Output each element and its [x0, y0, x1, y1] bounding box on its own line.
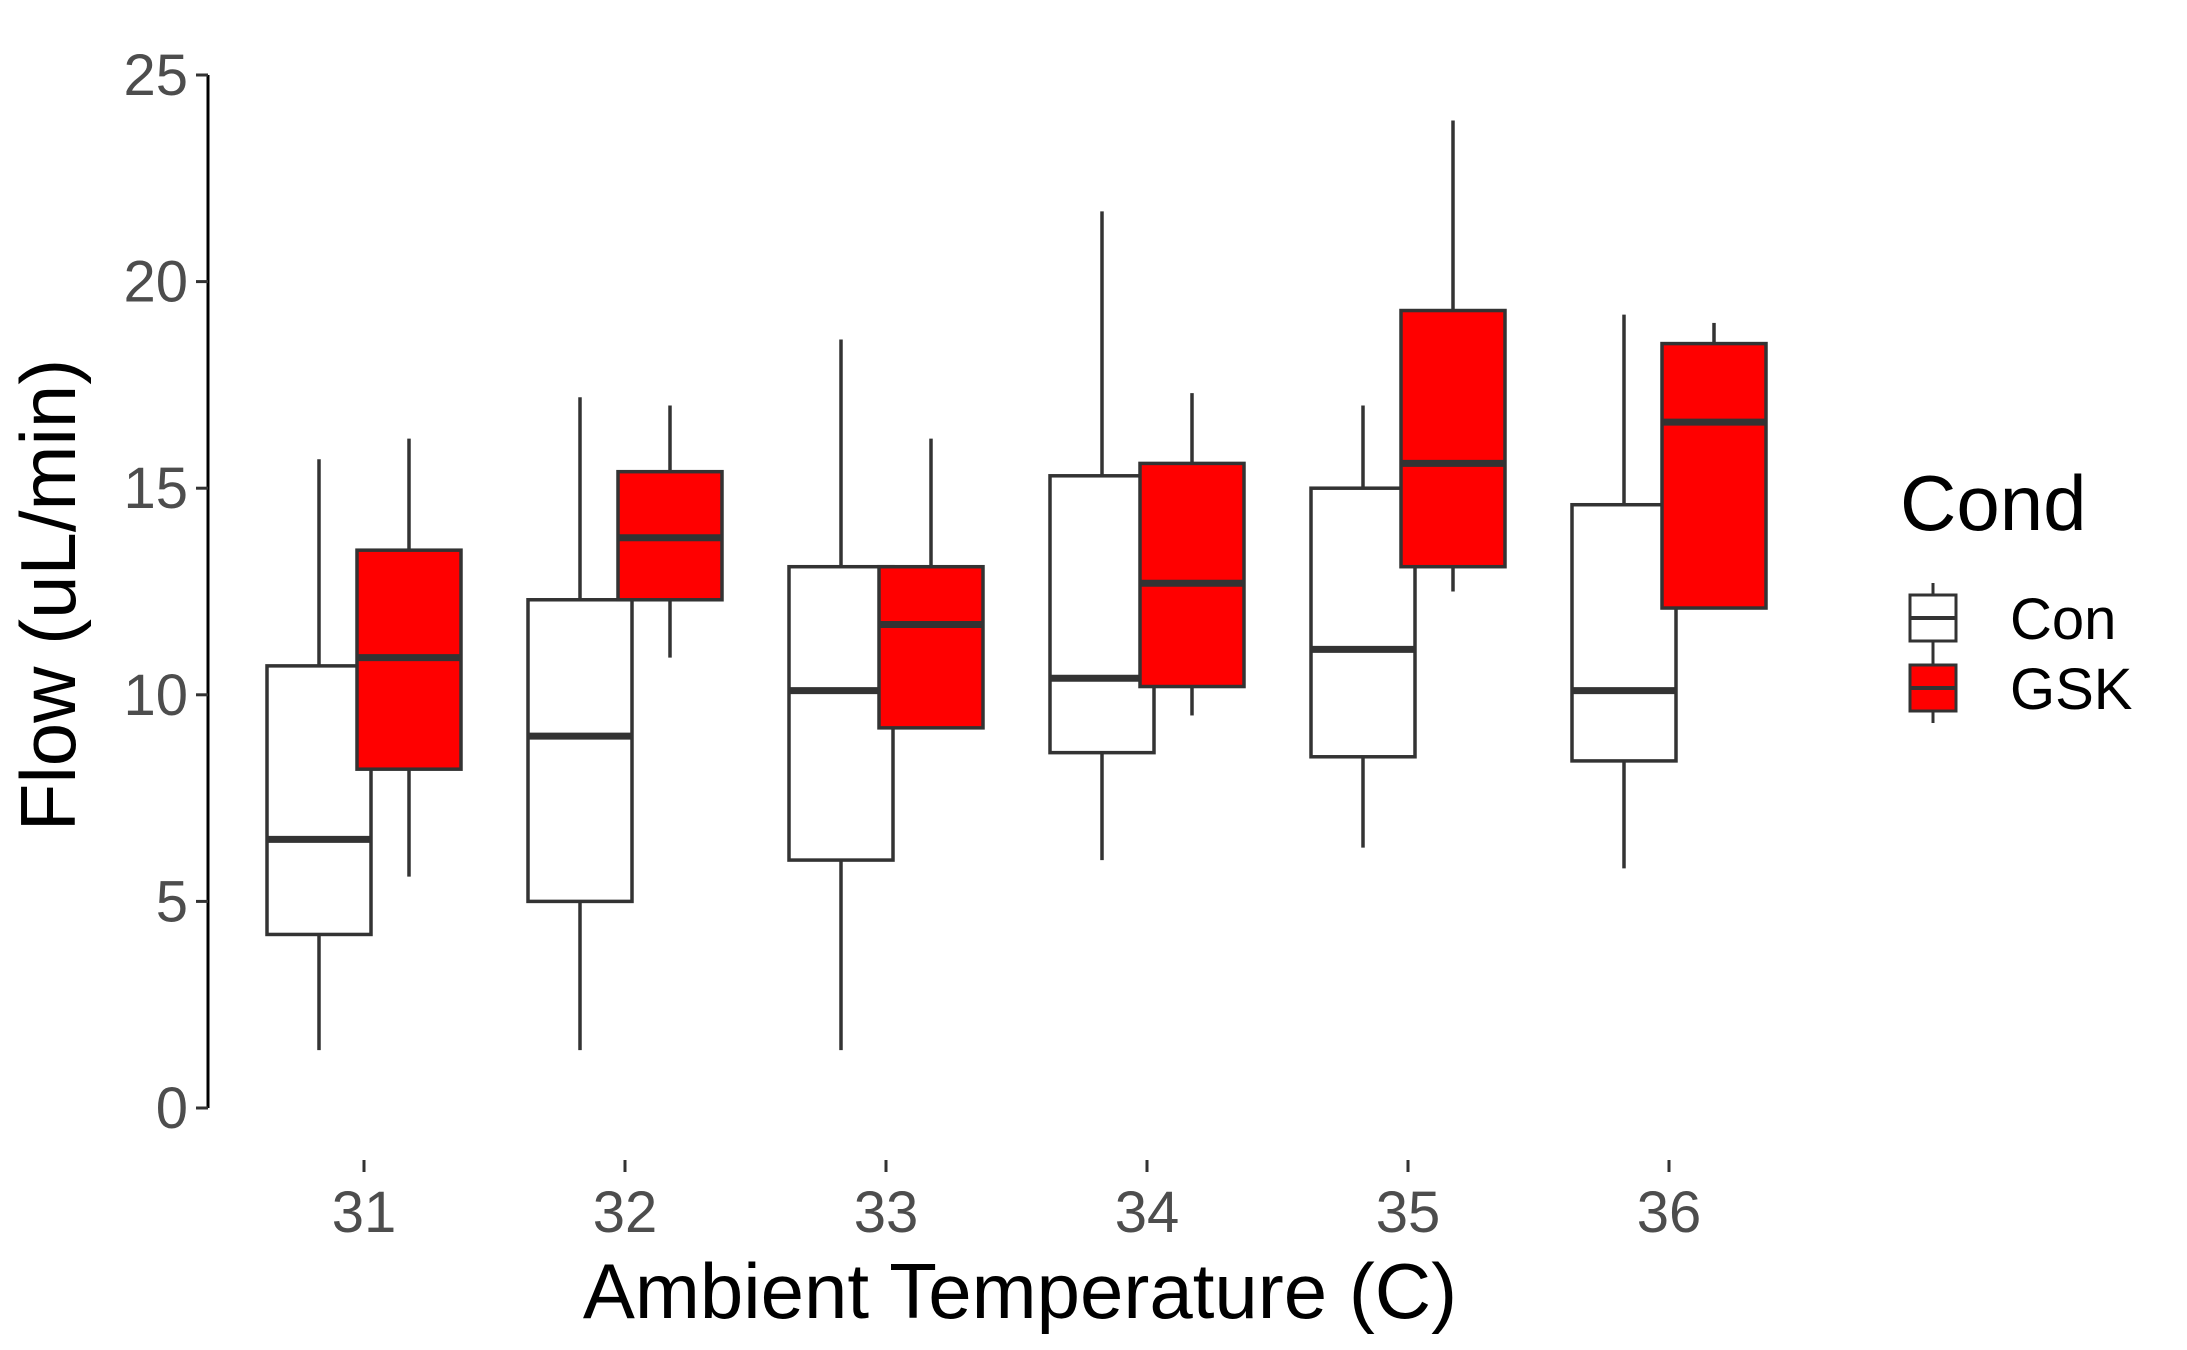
box-body	[1048, 474, 1156, 755]
box-body	[877, 564, 985, 730]
box-body	[526, 598, 634, 904]
x-tick-label: 31	[332, 1180, 397, 1245]
box-con-36	[1570, 314, 1678, 869]
legend-title: Cond	[1900, 459, 2086, 547]
box-body	[1570, 502, 1678, 763]
plot-area	[265, 120, 1768, 1051]
box-body	[265, 664, 373, 937]
y-tick-label: 15	[123, 456, 188, 521]
legend-label: GSK	[2010, 657, 2133, 722]
x-axis: 31 32 33 34 35 36	[332, 1160, 1702, 1245]
box-body	[1309, 486, 1417, 759]
y-tick-label: 20	[123, 250, 188, 315]
y-axis-title: Flow (uL/min)	[4, 359, 92, 831]
box-body	[1660, 341, 1768, 610]
x-tick-label: 32	[593, 1180, 658, 1245]
box-gsk-34	[1138, 393, 1246, 716]
box-gsk-35	[1399, 120, 1507, 592]
x-tick-label: 35	[1376, 1180, 1441, 1245]
x-tick-label: 36	[1637, 1180, 1702, 1245]
legend-label: Con	[2010, 587, 2116, 652]
y-tick-label: 0	[156, 1076, 188, 1141]
x-tick-label: 34	[1115, 1180, 1180, 1245]
y-axis: 0 5 10 15 20 25	[123, 43, 210, 1141]
box-con-31	[265, 459, 373, 1051]
legend-item-gsk: GSK	[1908, 653, 2133, 723]
box-gsk-36	[1660, 322, 1768, 610]
box-gsk-32	[616, 405, 724, 658]
box-con-32	[526, 397, 634, 1051]
y-tick-label: 5	[156, 869, 188, 934]
legend-item-con: Con	[1908, 583, 2116, 653]
y-tick-label: 25	[123, 43, 188, 108]
box-body	[1399, 308, 1507, 569]
y-tick-label: 10	[123, 663, 188, 728]
box-gsk-31	[355, 438, 463, 877]
x-axis-title: Ambient Temperature (C)	[583, 1247, 1457, 1335]
x-tick-label: 33	[854, 1180, 919, 1245]
box-con-34	[1048, 211, 1156, 861]
box-gsk-33	[877, 438, 985, 730]
box-con-35	[1309, 405, 1417, 848]
box-body	[1138, 461, 1246, 689]
